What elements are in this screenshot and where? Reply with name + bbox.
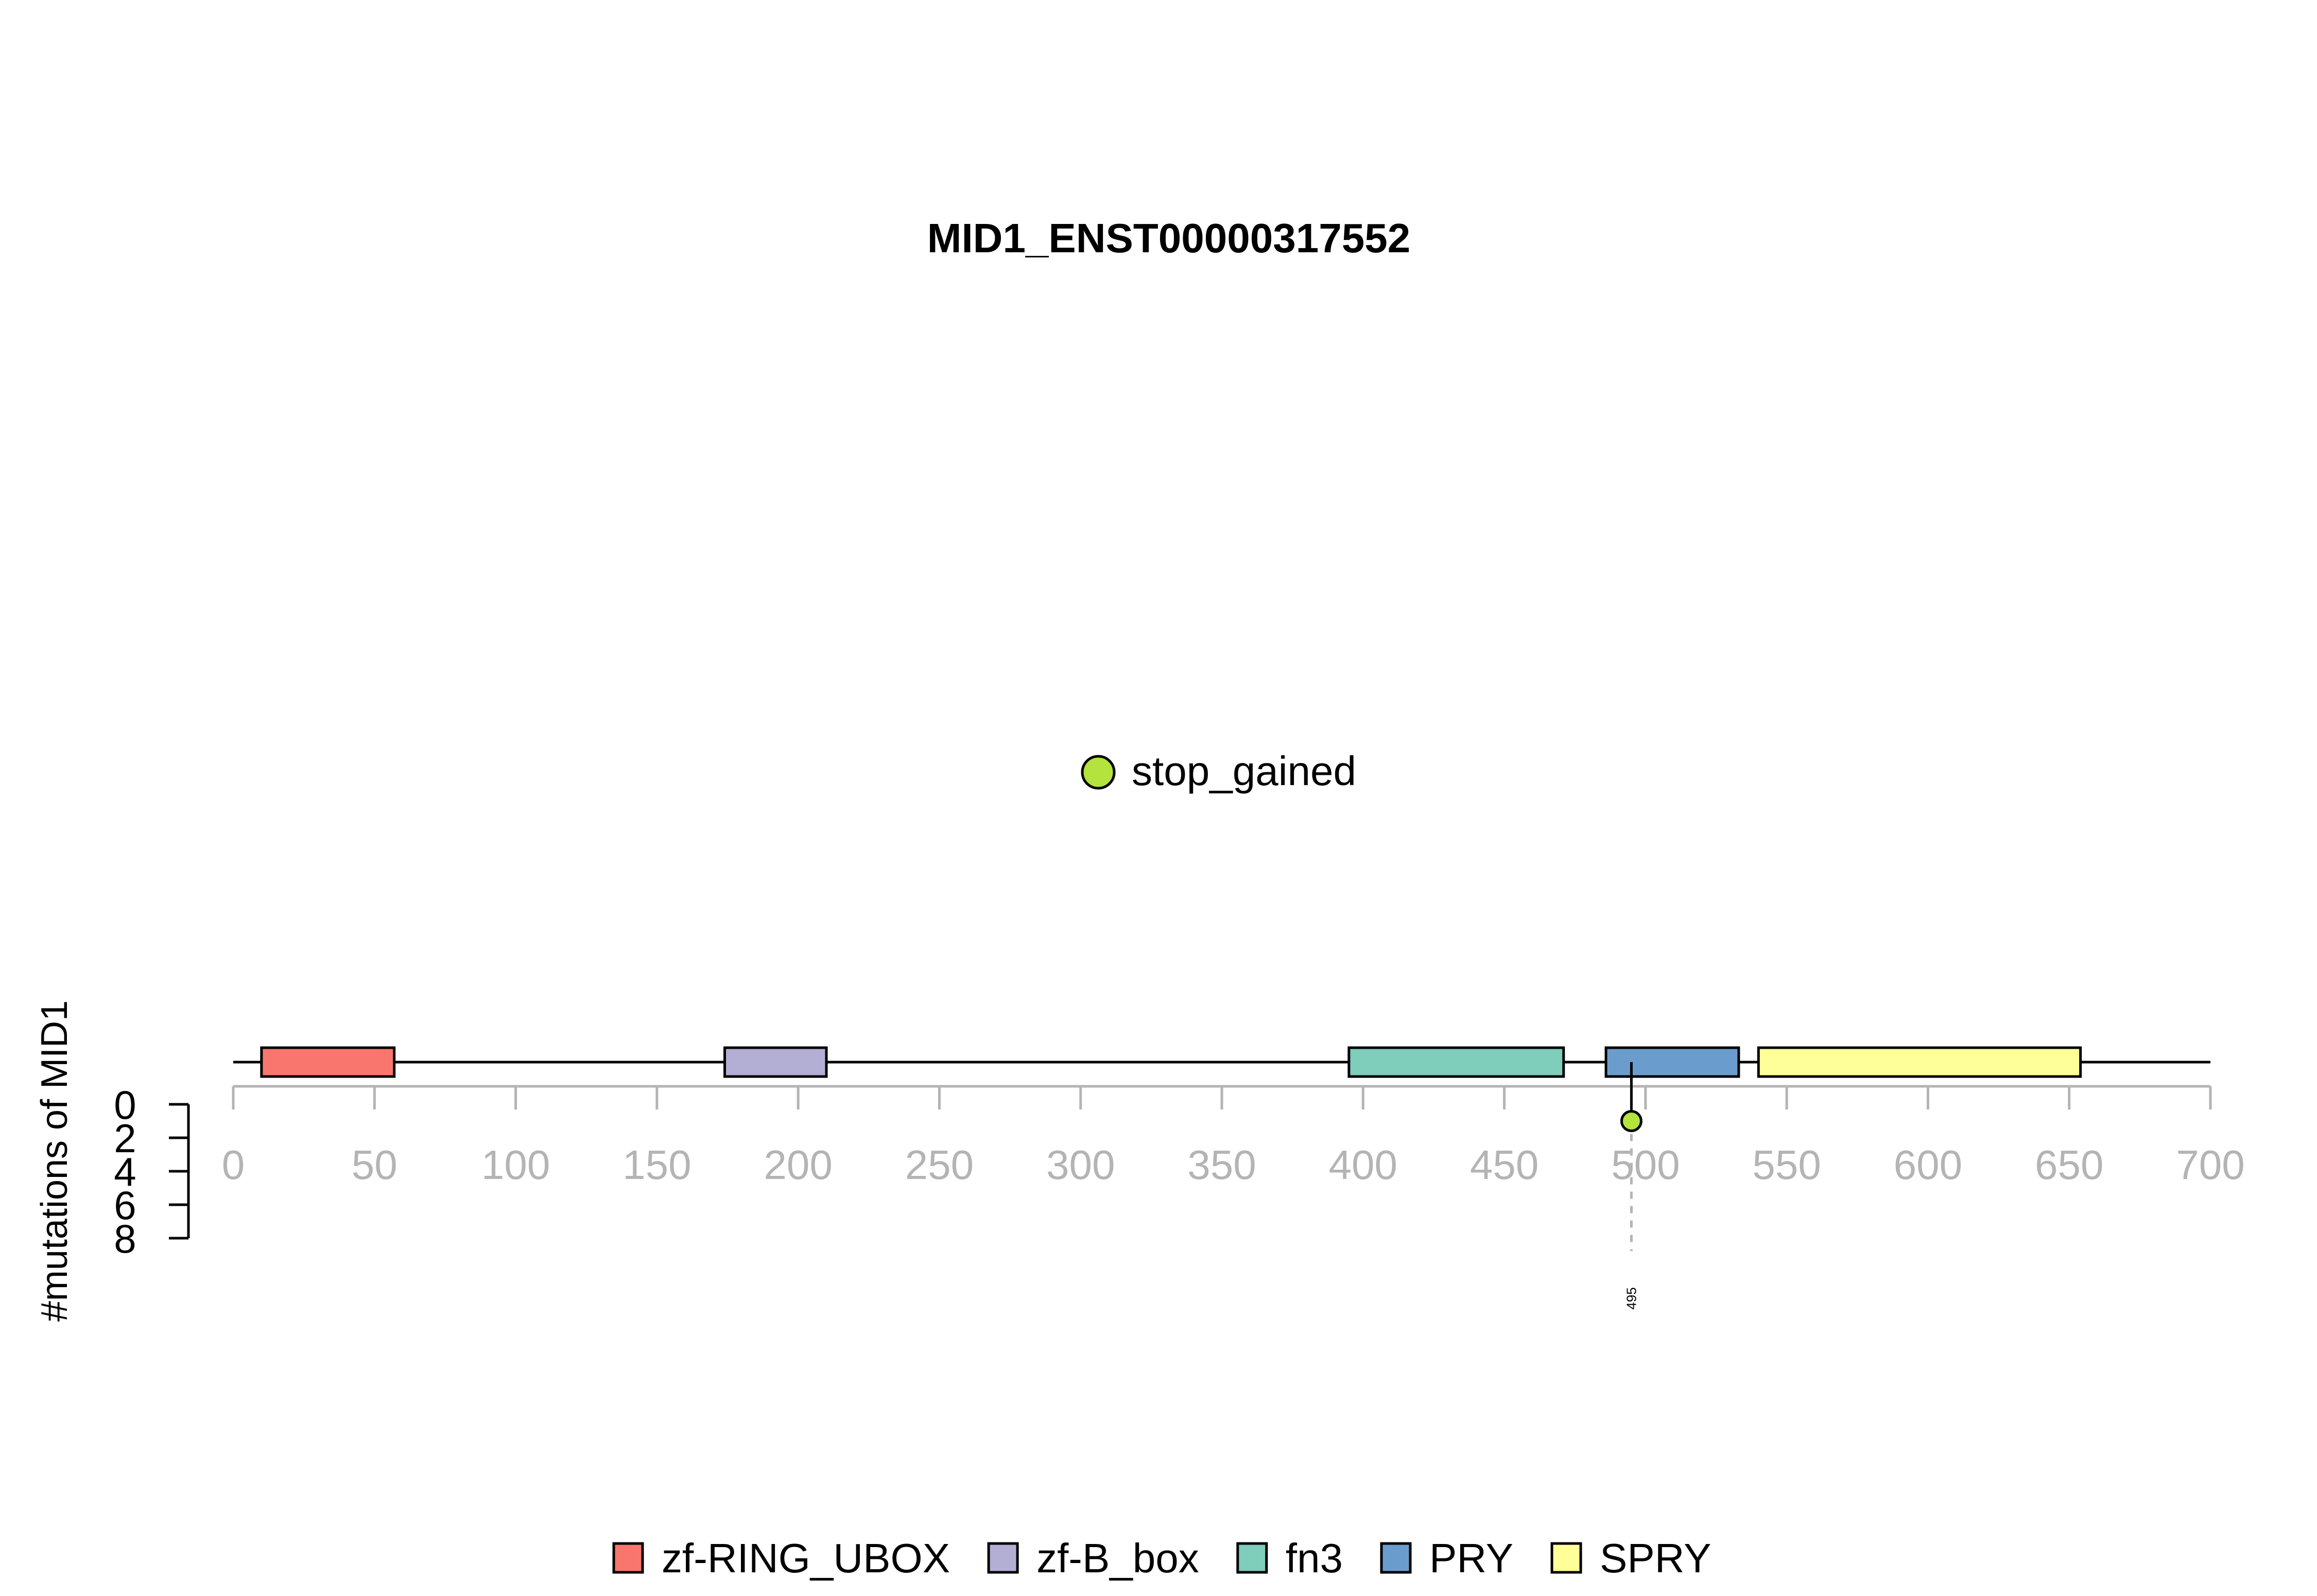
domain-legend-item: PRY [1380, 1535, 1513, 1581]
x-tick-label: 200 [764, 1142, 832, 1188]
y-tick-label: 8 [114, 1216, 136, 1261]
mutation-lollipops: 495 [1620, 1062, 1642, 1310]
x-tick-label: 650 [2035, 1142, 2103, 1188]
domain-legend-swatch [612, 1542, 644, 1574]
domain-legend-swatch [1550, 1542, 1582, 1574]
mutation-position-label: 495 [1623, 1287, 1639, 1309]
x-tick-label: 600 [1894, 1142, 1962, 1188]
mutation-head [1620, 1110, 1642, 1132]
x-tick-label: 50 [352, 1142, 397, 1188]
domain-legend-label: SPRY [1600, 1535, 1711, 1581]
x-tick-label: 500 [1611, 1142, 1680, 1188]
domain-fn3 [1347, 1046, 1565, 1078]
mutation-legend: stop_gained [1081, 748, 1356, 794]
domain-legend: zf-RING_UBOX zf-B_box fn3 PRY SPRY [612, 1535, 1711, 1581]
x-tick-label: 400 [1329, 1142, 1397, 1188]
x-tick-label: 700 [2176, 1142, 2244, 1188]
domain-legend-label: zf-RING_UBOX [662, 1535, 950, 1581]
domain-pry [1604, 1046, 1740, 1078]
domain-legend-label: fn3 [1286, 1535, 1343, 1581]
x-tick-label: 350 [1187, 1142, 1256, 1188]
x-tick-label: 150 [623, 1142, 691, 1188]
domain-legend-item: zf-B_box [987, 1535, 1199, 1581]
y-tick-label: 4 [114, 1149, 136, 1194]
x-axis: 0 50 100 150 200 250 300 350 400 450 500 550 600 650 7… [222, 1085, 2245, 1188]
x-tick-label: 550 [1752, 1142, 1821, 1188]
protein-track [233, 1046, 2210, 1078]
domain-legend-swatch [987, 1542, 1019, 1574]
domain-legend-item: SPRY [1550, 1535, 1711, 1581]
y-axis-label: #mutations of MID1 [34, 1000, 75, 1322]
y-tick-label: 0 [114, 1082, 136, 1127]
y-tick-label: 6 [114, 1183, 136, 1228]
y-tick-label: 2 [114, 1116, 136, 1161]
domain-legend-label: zf-B_box [1036, 1535, 1199, 1581]
x-tick-label: 0 [222, 1142, 245, 1188]
x-tick-label: 450 [1470, 1142, 1538, 1188]
x-tick-label: 100 [481, 1142, 550, 1188]
x-tick-label: 300 [1046, 1142, 1115, 1188]
domain-legend-swatch [1236, 1542, 1268, 1574]
domain-legend-swatch [1380, 1542, 1412, 1574]
mutation-legend-marker [1081, 755, 1116, 790]
x-tick-label: 250 [905, 1142, 974, 1188]
domain-legend-item: fn3 [1236, 1535, 1343, 1581]
domain-legend-item: zf-RING_UBOX [612, 1535, 950, 1581]
domain-spry [1757, 1046, 2082, 1078]
domain-zf-b-box [723, 1046, 828, 1078]
chart-title: MID1_ENST00000317552 [927, 215, 1410, 261]
domain-zf-ring-ubox [260, 1046, 396, 1078]
domain-legend-label: PRY [1429, 1535, 1513, 1581]
mutation-legend-label: stop_gained [1132, 748, 1356, 794]
